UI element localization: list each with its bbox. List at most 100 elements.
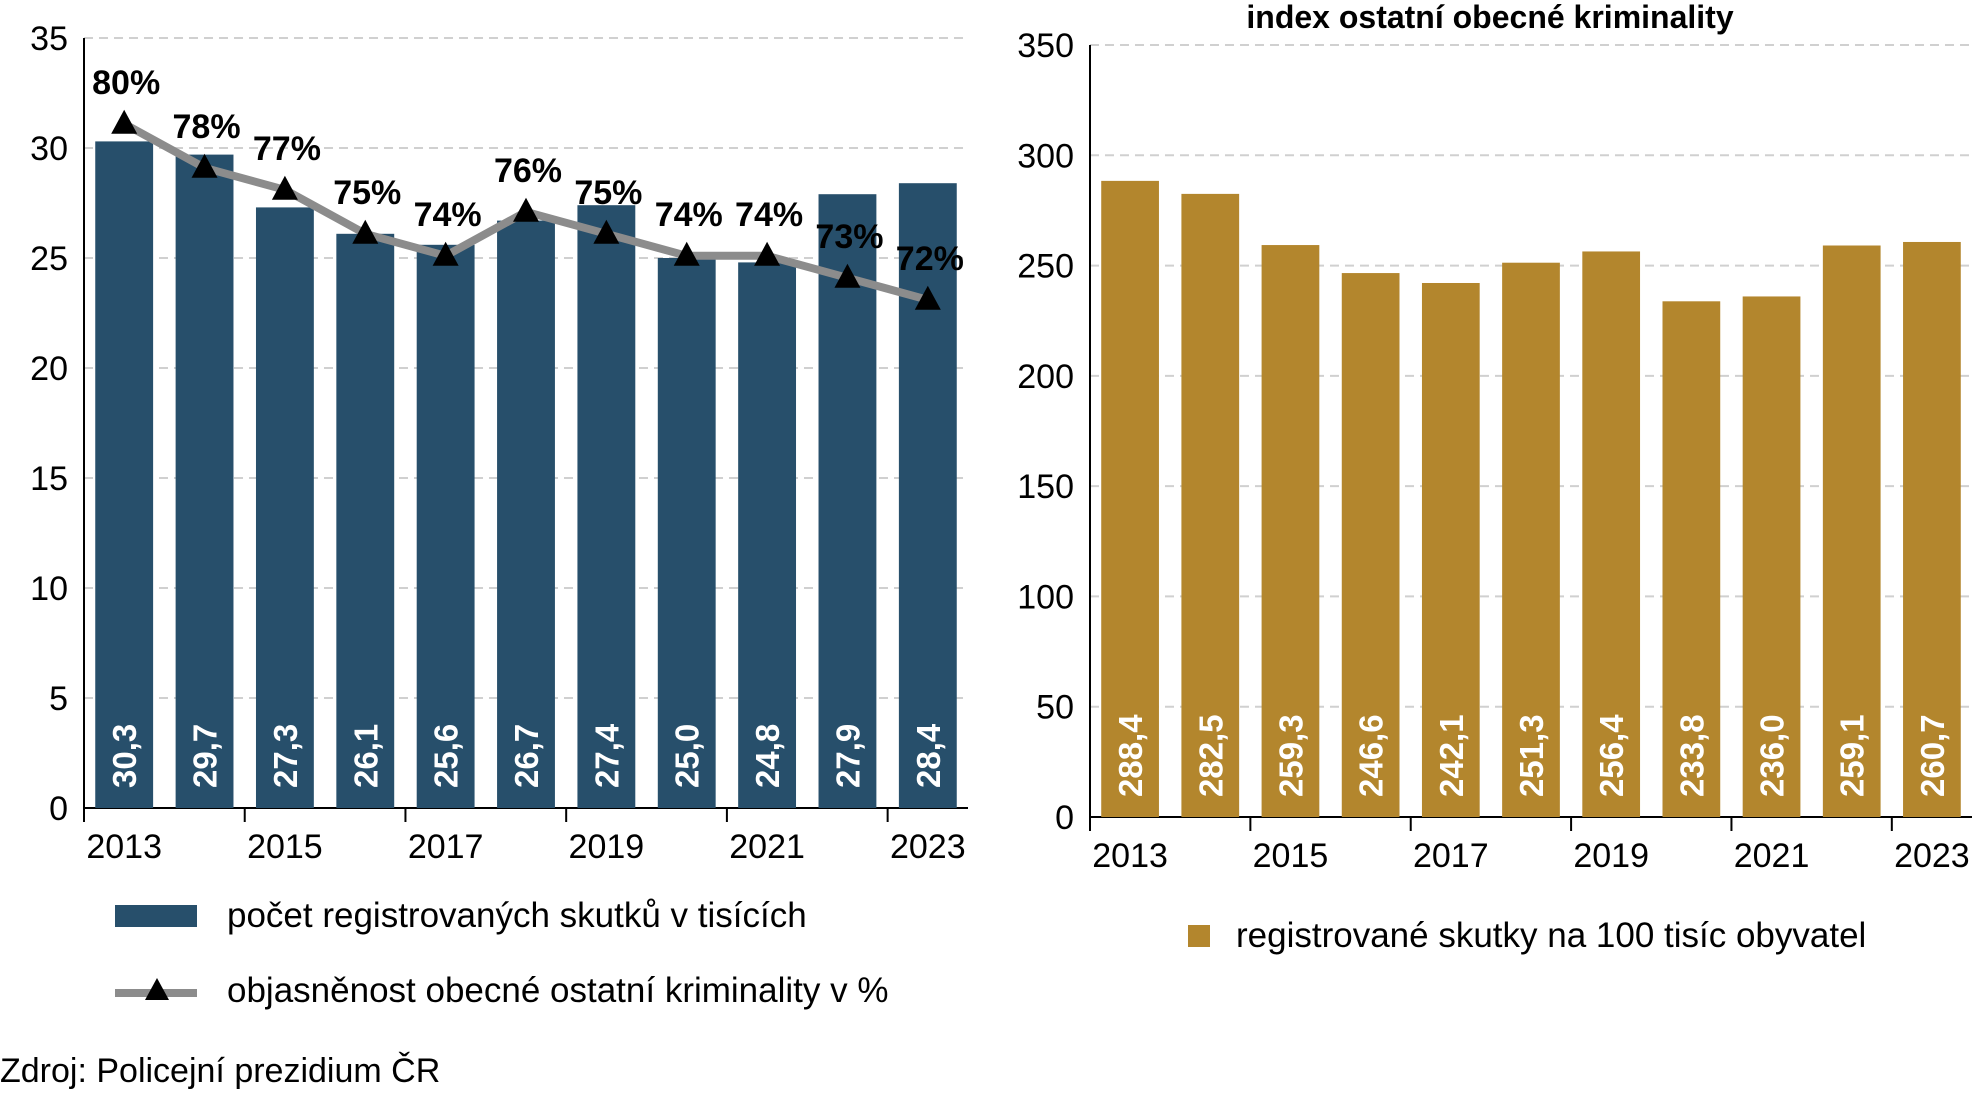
- bar: [416, 244, 475, 809]
- line-value-label: 75%: [574, 174, 642, 212]
- x-tick-label: 2017: [408, 828, 484, 866]
- line-marker: [754, 241, 781, 266]
- x-tick-label: 2023: [1894, 837, 1970, 875]
- y-tick-label: 0: [49, 790, 68, 828]
- source-note: Zdroj: Policejní prezidium ČR: [0, 1052, 441, 1090]
- legend-index: registrované skutky na 100 tisíc obyvate…: [1188, 916, 1866, 956]
- bar: [1101, 180, 1159, 817]
- y-tick-label: 10: [30, 570, 68, 608]
- y-tick-label: 250: [1017, 248, 1074, 286]
- bar-value-label: 25,6: [428, 724, 465, 788]
- left-chart: 0 5 10 15 20 25 30 35 2013 2015 2017 2019 2021 2023 30…: [30, 20, 968, 866]
- y-tick-label: 150: [1017, 468, 1074, 506]
- y-tick-label: 30: [30, 130, 68, 168]
- bar: [95, 141, 154, 808]
- bar-value-label: 26,1: [347, 724, 384, 788]
- bar-value-label: 251,3: [1513, 714, 1550, 797]
- line-value-label: 74%: [735, 196, 803, 234]
- x-tick-label: 2019: [569, 828, 645, 866]
- line-value-label: 77%: [253, 130, 321, 168]
- legend-index-label: registrované skutky na 100 tisíc obyvate…: [1236, 916, 1867, 955]
- y-tick-label: 0: [1055, 799, 1074, 837]
- bar-value-label: 29,7: [187, 724, 224, 788]
- bar: [1822, 245, 1881, 817]
- y-tick-label: 50: [1036, 689, 1074, 727]
- line-marker: [191, 153, 218, 178]
- bar-value-label: 288,4: [1112, 714, 1149, 797]
- bar-value-label: 26,7: [508, 724, 545, 788]
- line-marker: [914, 285, 941, 310]
- bar: [657, 258, 716, 808]
- bar: [818, 194, 877, 808]
- bar-value-label: 28,4: [910, 723, 947, 788]
- legend-bars: počet registrovaných skutků v tisících: [115, 896, 807, 936]
- bar: [1742, 296, 1801, 817]
- bar: [577, 205, 636, 808]
- x-tick-label: 2021: [1734, 837, 1810, 875]
- line-value-label: 74%: [655, 196, 723, 234]
- bar: [497, 220, 555, 809]
- line-value-label: 76%: [494, 152, 562, 190]
- bar: [738, 262, 797, 808]
- bar: [1341, 273, 1400, 817]
- right-chart: index ostatní obecné kriminality 0 50 100 15…: [1017, 0, 1972, 875]
- bar-value-label: 27,4: [588, 723, 625, 788]
- bar-value-label: 256,4: [1593, 714, 1630, 797]
- line-value-label: 80%: [92, 64, 160, 102]
- line-marker: [834, 263, 861, 288]
- bar: [1261, 245, 1320, 817]
- bar-value-label: 236,0: [1754, 714, 1791, 797]
- x-tick-label: 2023: [890, 828, 966, 866]
- x-tick-label: 2019: [1573, 837, 1649, 875]
- bar-value-label: 30,3: [106, 724, 143, 788]
- line-value-label: 72%: [896, 240, 964, 278]
- line-marker: [593, 219, 620, 244]
- line-value-label: 78%: [173, 108, 241, 146]
- x-tick-label: 2015: [247, 828, 323, 866]
- chart-title: index ostatní obecné kriminality: [1246, 0, 1733, 35]
- y-tick-label: 5: [49, 680, 68, 718]
- line-marker: [271, 175, 298, 200]
- x-tick-label: 2017: [1413, 837, 1489, 875]
- y-tick-label: 350: [1017, 27, 1074, 65]
- line-value-label: 75%: [333, 174, 401, 212]
- bar: [1181, 193, 1240, 817]
- bar-value-label: 25,0: [669, 724, 706, 788]
- bar-value-label: 242,1: [1433, 714, 1470, 797]
- bar-value-label: 24,8: [749, 724, 786, 788]
- line-marker: [352, 219, 379, 244]
- y-tick-label: 25: [30, 240, 68, 278]
- x-tick-label: 2013: [86, 828, 162, 866]
- line-value-label: 73%: [815, 218, 883, 256]
- bar-value-label: 27,9: [829, 724, 866, 788]
- x-tick-label: 2015: [1253, 837, 1329, 875]
- bar: [255, 207, 314, 808]
- bar: [1502, 262, 1560, 818]
- bar-value-label: 27,3: [267, 724, 304, 788]
- x-tick-label: 2021: [729, 828, 805, 866]
- bar: [1903, 241, 1961, 818]
- y-tick-label: 35: [30, 20, 68, 58]
- x-tick-label: 2013: [1092, 837, 1168, 875]
- line-value-label: 74%: [414, 196, 482, 234]
- bar-value-label: 246,6: [1353, 714, 1390, 797]
- y-tick-label: 20: [30, 350, 68, 388]
- legend-index-swatch: [1188, 925, 1210, 947]
- legend-line: objasněnost obecné ostatní kriminality v…: [115, 971, 888, 1011]
- bar: [1421, 282, 1480, 817]
- bar-value-label: 233,8: [1673, 714, 1710, 797]
- legend-bar-swatch: [115, 905, 197, 927]
- bar: [1582, 251, 1641, 818]
- line-marker: [673, 241, 700, 266]
- y-tick-label: 300: [1017, 137, 1074, 175]
- legend-line-label: objasněnost obecné ostatní kriminality v…: [227, 971, 889, 1010]
- bar-value-label: 282,5: [1192, 714, 1229, 797]
- y-tick-label: 15: [30, 460, 68, 498]
- line-marker: [111, 109, 138, 134]
- legend-bar-label: počet registrovaných skutků v tisících: [227, 896, 807, 935]
- bar-value-label: 260,7: [1914, 714, 1951, 797]
- line-marker: [513, 197, 539, 222]
- legend-line-swatch: [115, 976, 197, 1006]
- line-marker: [432, 241, 459, 266]
- bar-value-label: 259,1: [1834, 714, 1871, 797]
